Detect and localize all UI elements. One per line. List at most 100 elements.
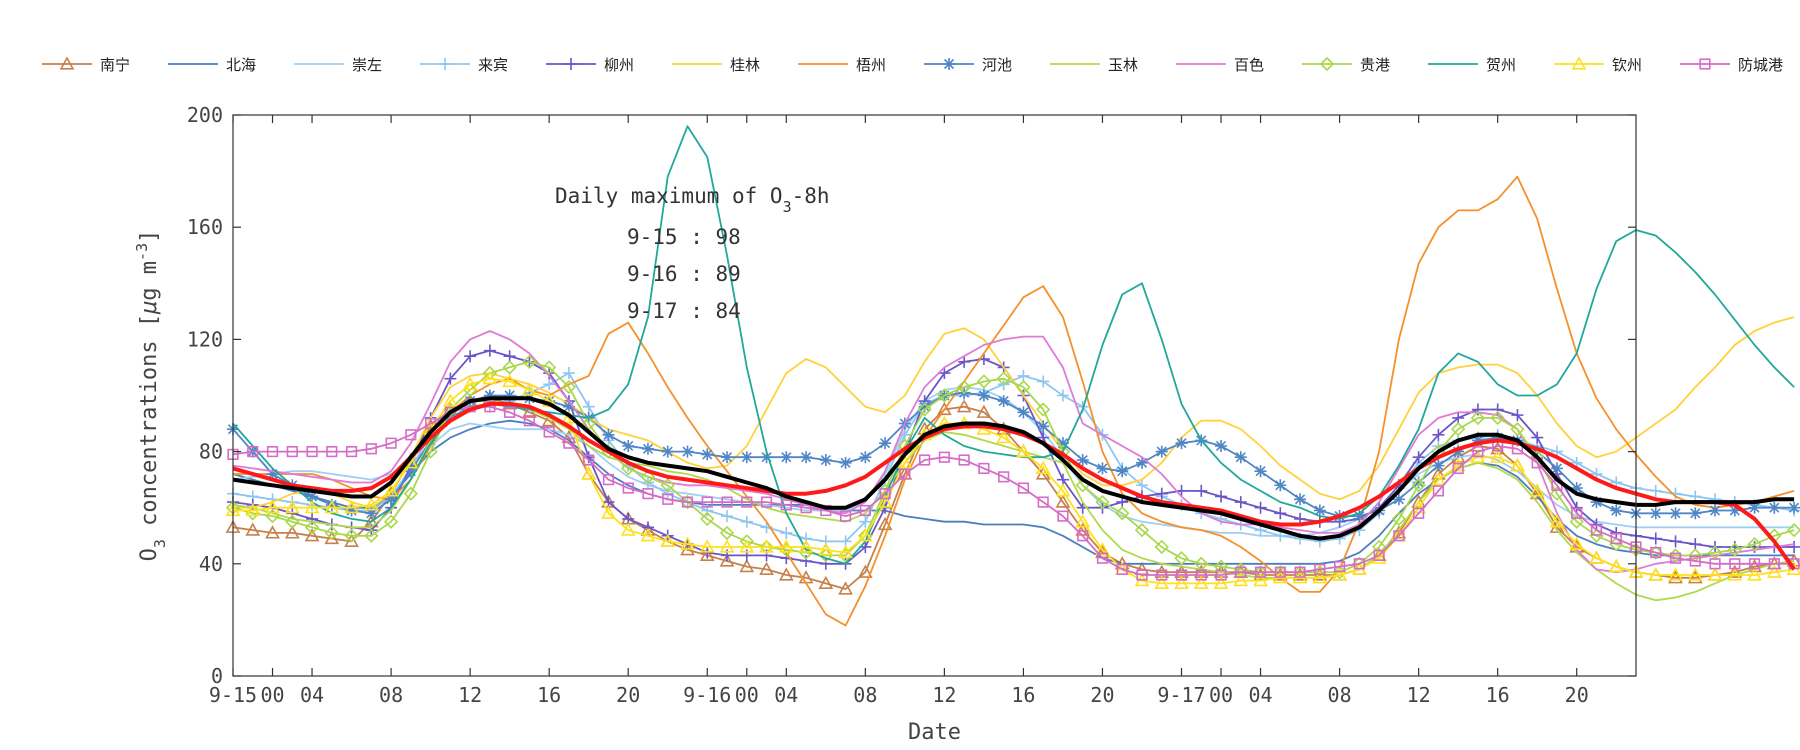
data-point <box>522 382 537 396</box>
data-point <box>879 488 891 500</box>
data-point <box>1610 504 1623 517</box>
series-line <box>233 316 1795 509</box>
data-point <box>443 393 458 407</box>
data-point <box>1253 572 1268 587</box>
series-北海 <box>232 419 1795 565</box>
data-point <box>899 468 911 480</box>
x-tick-label: 9-16 <box>683 683 731 707</box>
data-point <box>760 451 773 464</box>
y-title-post: ] <box>137 230 162 243</box>
data-point <box>1608 558 1624 573</box>
series-来宾 <box>227 367 1800 548</box>
data-point <box>1313 504 1326 517</box>
x-tick-label: 04 <box>774 683 798 707</box>
legend-label: 百色 <box>1234 56 1264 74</box>
legend-label: 南宁 <box>100 56 130 74</box>
data-point <box>839 510 852 522</box>
data-point <box>996 371 1011 386</box>
data-point <box>1589 550 1604 564</box>
data-point <box>1471 403 1484 416</box>
x-tick-label: 04 <box>300 683 324 707</box>
annotation-title-sub: 3 <box>783 198 792 216</box>
data-point <box>1193 575 1209 590</box>
x-tick-label: 08 <box>1328 683 1352 707</box>
legend-item: 崇左 <box>294 56 382 74</box>
data-point <box>304 500 320 514</box>
data-point <box>1016 443 1031 458</box>
data-point <box>1254 465 1267 478</box>
data-point <box>857 564 873 578</box>
data-point <box>1689 555 1701 567</box>
data-point <box>1590 518 1603 531</box>
data-point <box>780 499 792 511</box>
data-point <box>1549 514 1565 528</box>
data-point <box>661 487 674 500</box>
y-title-sub: 3 <box>151 539 169 548</box>
data-point <box>1035 460 1051 475</box>
data-point <box>1768 558 1780 570</box>
data-point <box>444 372 457 385</box>
data-point <box>1096 552 1109 564</box>
data-point <box>1314 563 1326 576</box>
data-point <box>740 515 753 528</box>
chart-legend: 南宁 北海 崇左 来宾 柳州 桂林 梧州 河池 玉林 百色 贵港 贺州 钦州 防城港 <box>42 56 1783 74</box>
data-point <box>1412 476 1425 489</box>
data-point <box>699 539 715 553</box>
x-tick-label: 12 <box>1407 683 1431 707</box>
data-point <box>819 535 832 548</box>
legend-label: 河池 <box>982 56 1012 74</box>
data-point <box>719 553 735 567</box>
data-point <box>701 496 713 508</box>
data-point <box>897 455 913 469</box>
data-point <box>859 504 871 517</box>
data-point <box>1786 553 1800 567</box>
data-point <box>1075 514 1091 528</box>
data-point <box>385 493 398 506</box>
data-point <box>1689 538 1702 551</box>
series-钦州 <box>225 371 1800 590</box>
legend-marker <box>943 58 955 70</box>
data-point <box>1077 530 1089 542</box>
legend-label: 梧州 <box>856 56 886 74</box>
legend-item: 河池 <box>924 56 1012 74</box>
data-point <box>1411 478 1426 493</box>
series-layer <box>225 125 1800 627</box>
data-point <box>1057 510 1069 522</box>
data-point <box>1727 542 1742 557</box>
x-tick-label: 08 <box>379 683 403 707</box>
data-point <box>266 445 279 458</box>
data-point <box>1175 569 1188 581</box>
x-tick-label: 12 <box>932 683 956 707</box>
data-point <box>780 451 793 464</box>
legend-label: 来宾 <box>478 56 508 74</box>
data-point <box>1017 482 1030 494</box>
data-point <box>918 400 931 413</box>
data-point <box>344 500 359 514</box>
data-point <box>1689 507 1702 520</box>
data-point <box>1174 551 1189 566</box>
data-point <box>444 406 456 418</box>
data-point <box>997 395 1010 408</box>
data-point <box>917 402 932 417</box>
data-point <box>306 490 319 503</box>
data-point <box>1491 403 1504 416</box>
data-point <box>1431 472 1446 486</box>
data-point <box>1490 441 1506 455</box>
data-point <box>778 539 794 553</box>
data-point <box>1037 420 1050 433</box>
data-point <box>326 445 338 458</box>
data-point <box>640 528 656 542</box>
data-point <box>859 451 872 464</box>
data-point <box>602 474 615 486</box>
data-point <box>919 454 931 466</box>
annotation-line-9-16: 9-16 : 89 <box>627 262 741 286</box>
data-point <box>1590 524 1603 536</box>
x-tick-label: 00 <box>1209 683 1233 707</box>
data-point <box>543 378 556 391</box>
data-point <box>1312 570 1328 584</box>
data-point <box>1235 566 1247 578</box>
data-point <box>1391 511 1407 527</box>
data-point <box>304 520 320 535</box>
data-point <box>365 507 378 520</box>
data-point <box>383 514 399 529</box>
